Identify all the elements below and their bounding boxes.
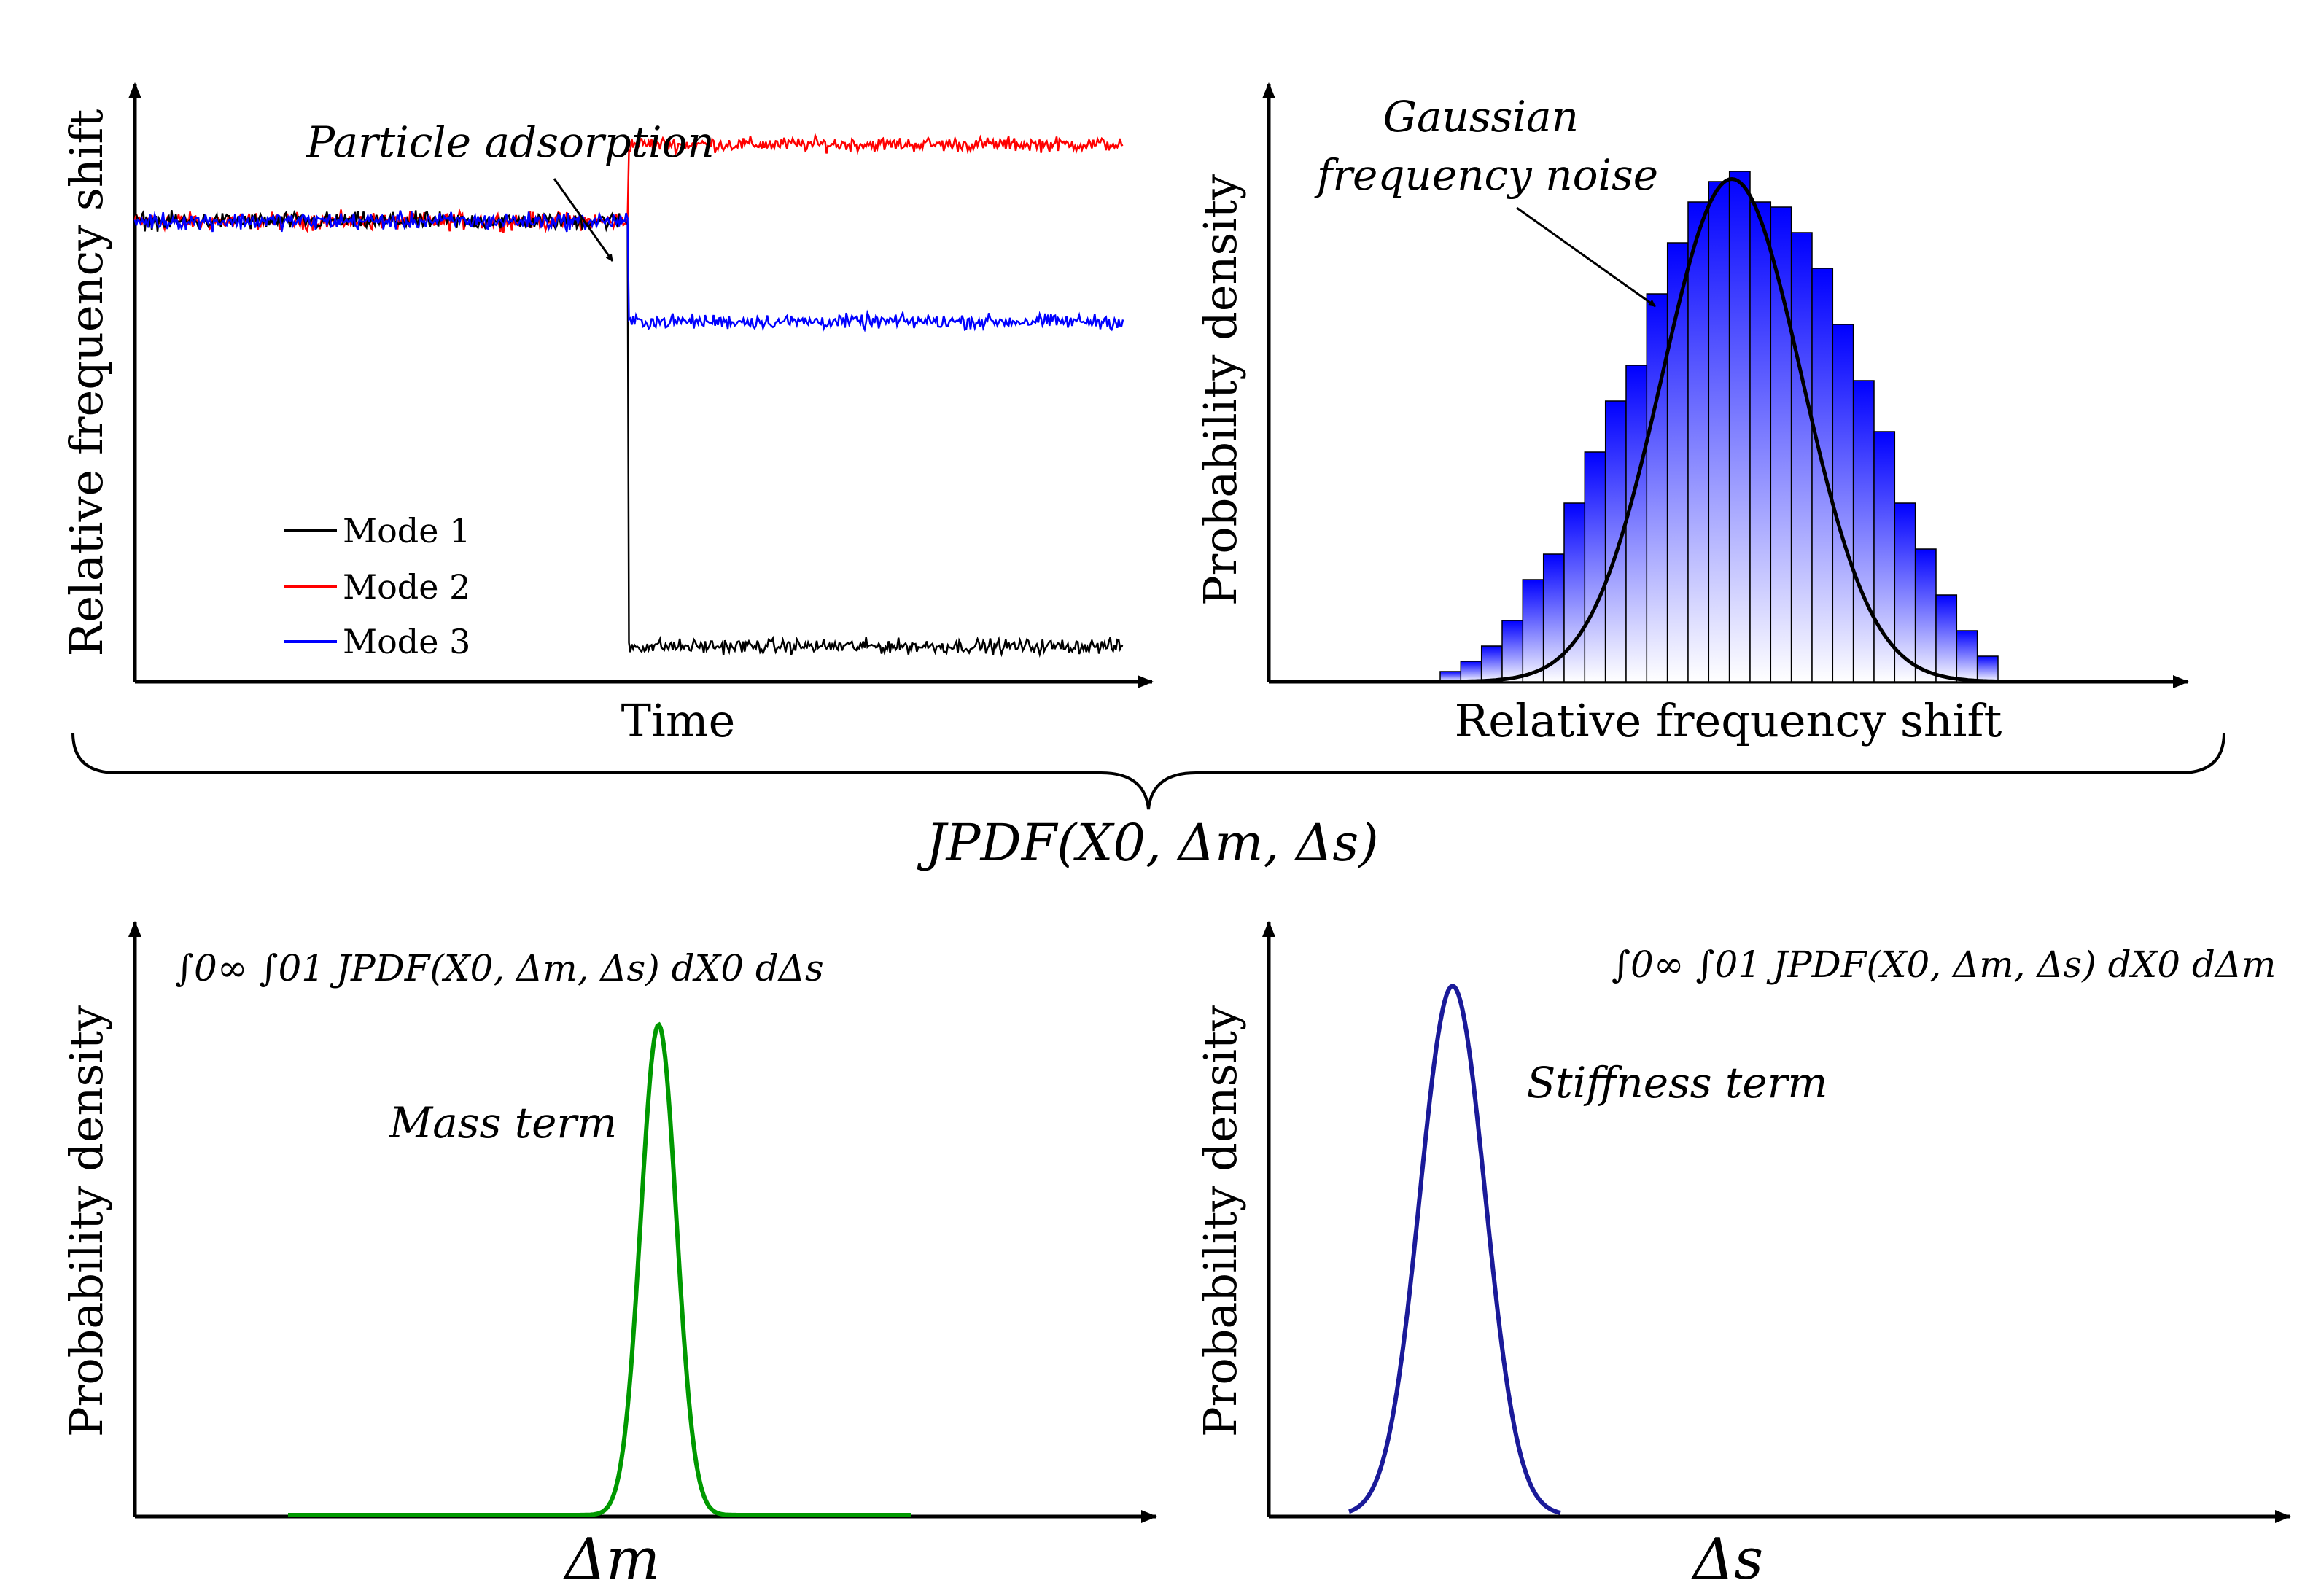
p3-mass-curve	[288, 1021, 911, 1517]
panel-stiffness-term: Probability density Δs Stiffness term ∫0…	[1194, 921, 2291, 1592]
p2-bar-18	[1811, 268, 1834, 682]
p3-formula: ∫0∞ ∫01 JPDF(X0, Δm, Δs) dX0 dΔs	[175, 947, 824, 989]
panel-histogram: Probability density Relative frequency s…	[1194, 82, 2189, 747]
p2-bar-1	[1460, 661, 1482, 682]
p2-bar-8	[1604, 400, 1627, 682]
p1-traces	[133, 132, 1124, 658]
p2-bar-2	[1480, 645, 1503, 682]
p1-trace-mode-3	[133, 210, 1124, 332]
legend-label-mode3: Mode 3	[343, 622, 470, 661]
jpdf-label: JPDF(X0, Δm, Δs)	[917, 813, 1378, 873]
p2-bar-19	[1832, 324, 1854, 682]
p1-annotation-arrow	[553, 178, 614, 262]
p2-bar-17	[1790, 232, 1813, 682]
p2-bar-22	[1894, 502, 1916, 682]
p2-bar-20	[1852, 380, 1875, 682]
p4-formula: ∫0∞ ∫01 JPDF(X0, Δm, Δs) dX0 dΔm	[1612, 943, 2276, 986]
p2-annotation: Gaussian frequency noise	[1314, 92, 1658, 200]
p2-y-label: Probability density	[1194, 174, 1247, 606]
brace	[71, 732, 2225, 810]
p2-x-label: Relative frequency shift	[1455, 694, 2002, 747]
p3-annotation: Mass term	[389, 1098, 617, 1148]
p2-bar-14	[1728, 171, 1751, 682]
p2-bar-10	[1646, 293, 1668, 682]
panel-mass-term: Probability density Δm Mass term ∫0∞ ∫01…	[60, 921, 1157, 1592]
p1-annotation: Particle adsorption	[306, 117, 715, 167]
p2-bar-9	[1625, 365, 1648, 682]
p2-bar-3	[1501, 620, 1524, 682]
p2-annotation-arrow	[1516, 206, 1656, 308]
p2-bar-6	[1563, 502, 1586, 682]
p2-bar-23	[1914, 548, 1937, 682]
p3-y-label: Probability density	[60, 1005, 113, 1437]
p2-bar-11	[1666, 242, 1689, 682]
p4-stiffness-curve	[1348, 984, 1561, 1515]
legend-label-mode1: Mode 1	[343, 511, 470, 550]
legend-label-mode2: Mode 2	[343, 567, 470, 607]
p4-annotation: Stiffness term	[1527, 1058, 1828, 1108]
p1-x-label: Time	[621, 694, 736, 747]
panel-time-traces: Relative frequency shift Time Particle a…	[60, 82, 1154, 747]
p2-bar-16	[1770, 206, 1792, 682]
p2-bar-12	[1687, 201, 1710, 682]
p1-legend: Mode 1 Mode 2 Mode 3	[284, 511, 470, 661]
p2-bar-15	[1749, 201, 1772, 682]
p2-bar-24	[1935, 594, 1958, 682]
p2-gaussian-fit	[1440, 176, 2024, 684]
p4-y-label: Probability density	[1194, 1005, 1247, 1437]
p3-x-label: Δm	[563, 1527, 660, 1592]
p4-x-label: Δs	[1691, 1527, 1763, 1592]
p2-bar-26	[1976, 655, 1999, 682]
p1-y-label: Relative frequency shift	[60, 109, 113, 657]
p2-bar-25	[1956, 630, 1978, 682]
p2-bar-4	[1522, 579, 1544, 682]
p2-bar-13	[1708, 181, 1730, 682]
p2-bar-21	[1873, 431, 1896, 682]
p2-bars	[1439, 171, 1999, 682]
p2-bar-7	[1584, 451, 1606, 682]
